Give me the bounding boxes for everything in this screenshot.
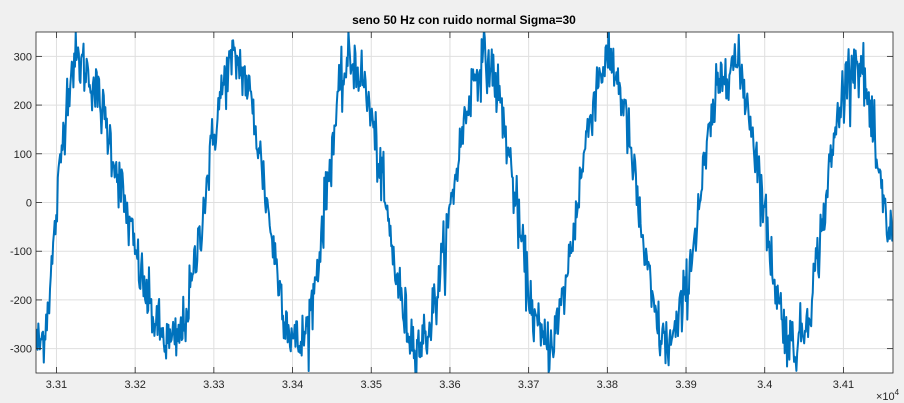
x-tick-label: 3.39 xyxy=(675,379,696,391)
y-tick-label: -300 xyxy=(10,344,32,356)
y-tick-label: 0 xyxy=(26,198,32,210)
x-tick-label: 3.31 xyxy=(46,379,67,391)
x-tick-label: 3.38 xyxy=(597,379,618,391)
y-tick-label: 300 xyxy=(14,51,32,63)
grid xyxy=(36,32,893,373)
x-tick-label: 3.36 xyxy=(439,379,460,391)
x-tick-label: 3.34 xyxy=(282,379,303,391)
chart-title: seno 50 Hz con ruido normal Sigma=30 xyxy=(352,13,576,27)
tick-marks xyxy=(36,32,893,373)
x-tick-label: 3.4 xyxy=(757,379,772,391)
y-tick-label: -200 xyxy=(10,295,32,307)
x-tick-label: 3.33 xyxy=(203,379,224,391)
y-tick-label: -100 xyxy=(10,246,32,258)
y-tick-label: 200 xyxy=(14,100,32,112)
series-line-seno xyxy=(36,32,893,373)
y-tick-label: 100 xyxy=(14,149,32,161)
x-tick-labels: 3.31 3.32 3.33 3.34 3.35 3.36 3.37 3.38 3.39 3.4 3… xyxy=(46,379,854,391)
x-exponent-base: ×10 xyxy=(876,391,895,403)
x-tick-label: 3.32 xyxy=(124,379,145,391)
x-exponent-power: 4 xyxy=(895,388,900,397)
x-tick-label: 3.37 xyxy=(518,379,539,391)
x-tick-label: 3.41 xyxy=(833,379,854,391)
x-exponent-label: ×104 xyxy=(876,388,900,403)
x-tick-label: 3.35 xyxy=(361,379,382,391)
y-tick-labels: -300 -200 -100 0 100 200 300 xyxy=(10,51,32,355)
